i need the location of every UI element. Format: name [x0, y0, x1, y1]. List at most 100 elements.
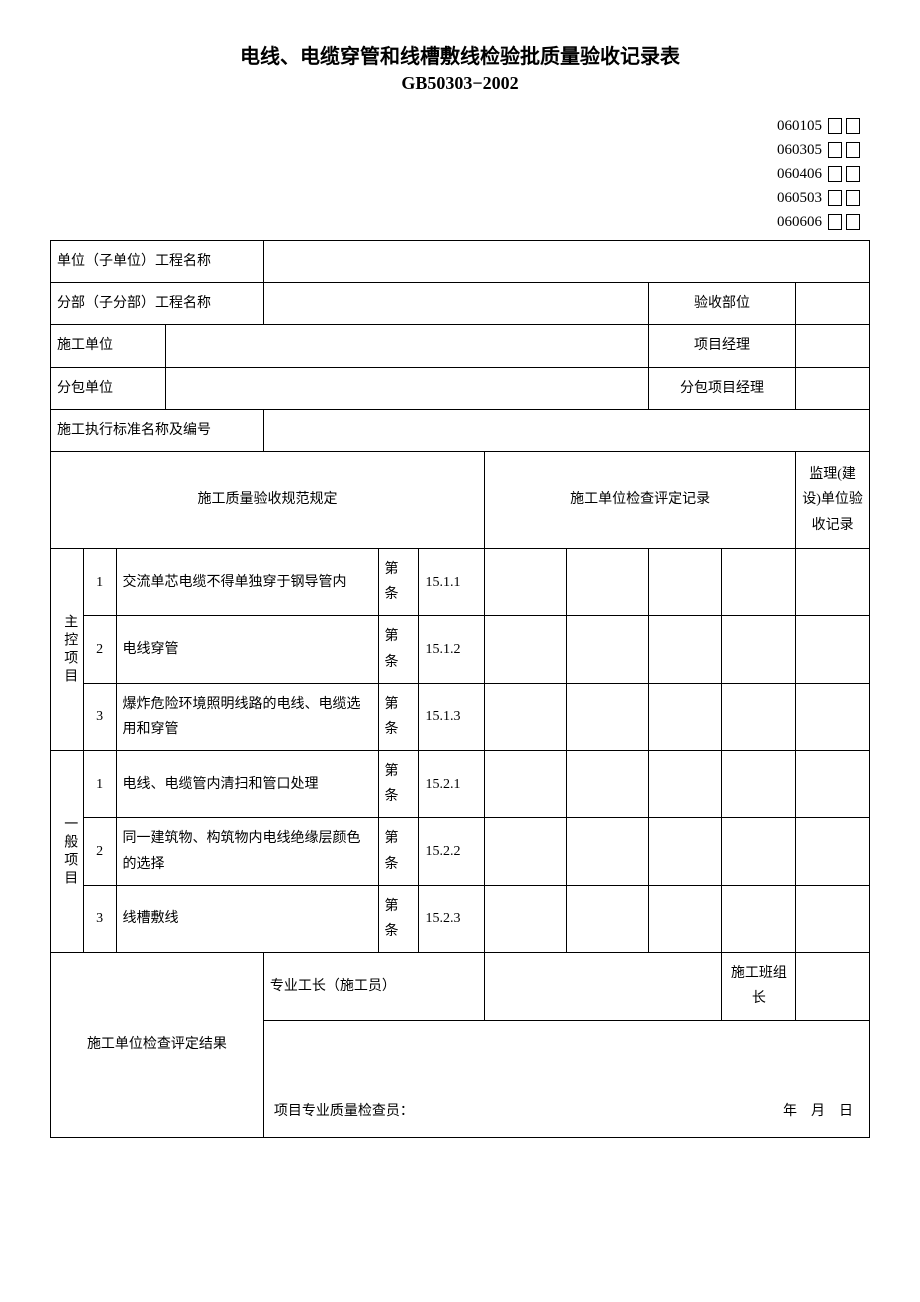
code-box	[846, 190, 860, 206]
value-subcontract	[165, 367, 648, 409]
article-ref: 15.2.3	[419, 885, 485, 952]
row-item: 同一建筑物、构筑物内电线绝缘层颜色的选择	[116, 818, 378, 885]
code-box	[846, 166, 860, 182]
check-cell	[566, 885, 648, 952]
article-ref: 15.1.1	[419, 548, 485, 615]
row-item: 电线穿管	[116, 616, 378, 683]
value-sub-pm	[796, 367, 870, 409]
check-cell	[566, 818, 648, 885]
value-subpart	[263, 283, 648, 325]
doc-subtitle: GB50303−2002	[50, 73, 870, 94]
supervise-cell	[796, 548, 870, 615]
header-spec: 施工质量验收规范规定	[51, 451, 485, 548]
check-cell	[648, 683, 722, 750]
label-unit-project: 单位（子单位）工程名称	[51, 241, 264, 283]
check-cell	[648, 751, 722, 818]
check-cell	[566, 616, 648, 683]
value-unit-project	[263, 241, 869, 283]
label-foreman: 专业工长（施工员）	[263, 953, 484, 1020]
code-number: 060105	[777, 114, 822, 138]
check-cell	[566, 683, 648, 750]
row-item: 交流单芯电缆不得单独穿于钢导管内	[116, 548, 378, 615]
check-cell	[485, 751, 567, 818]
check-cell	[485, 683, 567, 750]
check-cell	[722, 683, 796, 750]
code-number: 060503	[777, 186, 822, 210]
check-cell	[722, 548, 796, 615]
group-label: 一般项目	[51, 751, 84, 953]
label-inspector: 项目专业质量检查员：	[274, 1099, 414, 1124]
code-line: 060305	[50, 138, 860, 162]
check-cell	[722, 885, 796, 952]
code-box	[846, 142, 860, 158]
signature-area: 项目专业质量检查员： 年 月 日	[263, 1020, 869, 1137]
code-box	[828, 142, 842, 158]
supervise-cell	[796, 885, 870, 952]
label-accept-dept: 验收部位	[648, 283, 795, 325]
article-label: 第条	[378, 548, 419, 615]
label-standard: 施工执行标准名称及编号	[51, 409, 264, 451]
article-ref: 15.1.2	[419, 616, 485, 683]
code-number: 060606	[777, 210, 822, 234]
code-line: 060105	[50, 114, 860, 138]
check-cell	[485, 548, 567, 615]
value-team	[796, 953, 870, 1020]
check-cell	[648, 885, 722, 952]
code-box	[846, 214, 860, 230]
group-label: 主控项目	[51, 548, 84, 750]
check-cell	[648, 616, 722, 683]
code-line: 060406	[50, 162, 860, 186]
label-result: 施工单位检查评定结果	[51, 953, 264, 1137]
check-cell	[485, 616, 567, 683]
article-label: 第条	[378, 885, 419, 952]
label-subcontract: 分包单位	[51, 367, 166, 409]
label-sub-pm: 分包项目经理	[648, 367, 795, 409]
row-item: 电线、电缆管内清扫和管口处理	[116, 751, 378, 818]
doc-title: 电线、电缆穿管和线槽敷线检验批质量验收记录表	[50, 40, 870, 69]
check-cell	[566, 751, 648, 818]
row-item: 爆炸危险环境照明线路的电线、电缆选用和穿管	[116, 683, 378, 750]
value-standard	[263, 409, 869, 451]
main-table: 单位（子单位）工程名称分部（子分部）工程名称 验收部位施工单位 项目经理分包单位 分包…	[50, 240, 870, 1138]
value-accept-dept	[796, 283, 870, 325]
label-team: 施工班组长	[722, 953, 796, 1020]
code-box	[828, 214, 842, 230]
code-line: 060606	[50, 210, 860, 234]
row-number: 1	[83, 751, 116, 818]
supervise-cell	[796, 616, 870, 683]
code-number: 060305	[777, 138, 822, 162]
code-line: 060503	[50, 186, 860, 210]
check-cell	[648, 548, 722, 615]
check-cell	[722, 818, 796, 885]
article-label: 第条	[378, 683, 419, 750]
supervise-cell	[796, 751, 870, 818]
check-cell	[722, 616, 796, 683]
check-cell	[566, 548, 648, 615]
row-number: 3	[83, 683, 116, 750]
label-pm: 项目经理	[648, 325, 795, 367]
supervise-cell	[796, 683, 870, 750]
code-box	[828, 190, 842, 206]
article-ref: 15.1.3	[419, 683, 485, 750]
value-construct-unit	[165, 325, 648, 367]
row-item: 线槽敷线	[116, 885, 378, 952]
row-number: 1	[83, 548, 116, 615]
article-label: 第条	[378, 818, 419, 885]
header-selfcheck: 施工单位检查评定记录	[485, 451, 796, 548]
row-number: 3	[83, 885, 116, 952]
article-label: 第条	[378, 751, 419, 818]
row-number: 2	[83, 818, 116, 885]
value-pm	[796, 325, 870, 367]
check-cell	[722, 751, 796, 818]
code-box	[846, 118, 860, 134]
check-cell	[485, 885, 567, 952]
row-number: 2	[83, 616, 116, 683]
label-subpart: 分部（子分部）工程名称	[51, 283, 264, 325]
check-cell	[485, 818, 567, 885]
article-ref: 15.2.2	[419, 818, 485, 885]
code-box	[828, 118, 842, 134]
supervise-cell	[796, 818, 870, 885]
date-text: 年 月 日	[783, 1099, 853, 1124]
header-supervise: 监理(建设)单位验收记录	[796, 451, 870, 548]
label-construct-unit: 施工单位	[51, 325, 166, 367]
